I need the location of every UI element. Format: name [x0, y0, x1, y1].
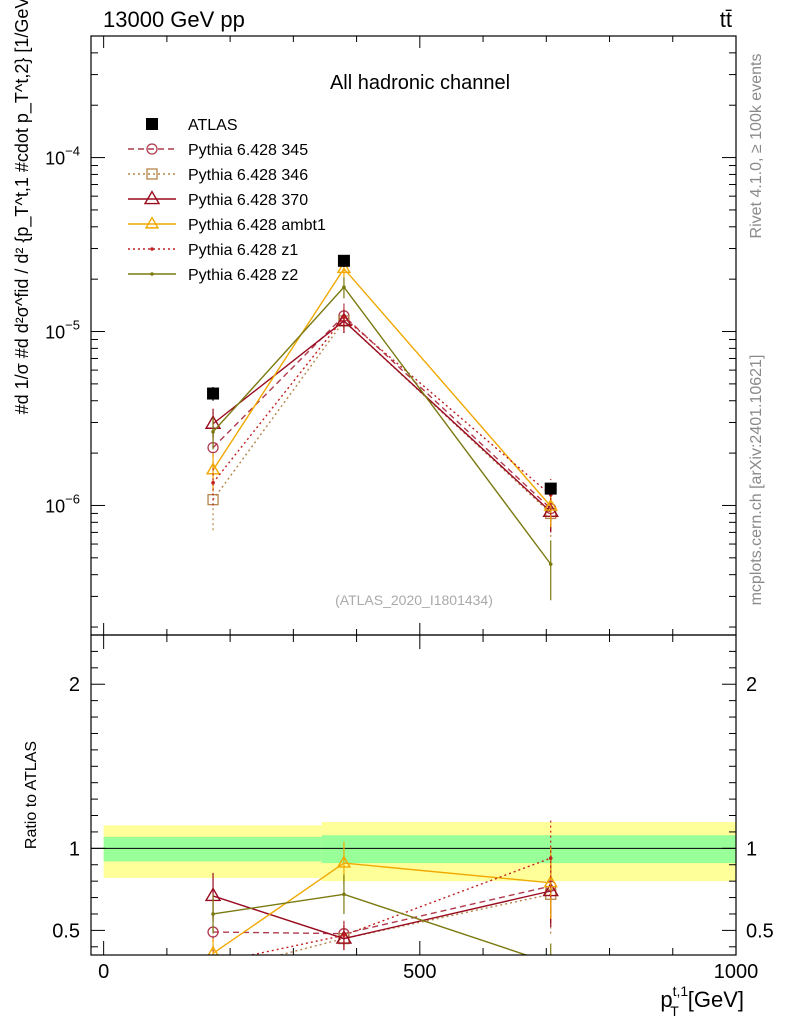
main-series-atlas: [207, 254, 557, 495]
ratio-point-pythia-6-428-ambt1: [336, 855, 352, 868]
legend-marker: [143, 190, 161, 205]
main-point-atlas: [207, 387, 220, 400]
main-point-atlas: [544, 482, 557, 495]
ratio-band-inner: [103, 836, 322, 862]
ratio-point-pythia-6-428-z2: [549, 961, 553, 965]
main-y-tick-label: 10−4: [45, 144, 80, 169]
x-axis-label: pt,1 T [GeV]: [660, 983, 744, 1019]
ratio-point-pythia-6-428-z1: [342, 933, 346, 938]
ratio-line-pythia-6-428-z1: [248, 857, 551, 955]
main-panel: 10−6 10−5 10−4 All hadronic channel (ATLAS…: [12, 0, 737, 636]
ratio-frame: [90, 634, 737, 956]
legend-entry-pythia-6-428-370: Pythia 6.428 370: [128, 190, 308, 209]
ratio-data-layer: [91, 818, 736, 977]
ratio-point-pythia-6-428-346: [208, 967, 218, 977]
main-point-pythia-6-428-ambt1: [336, 260, 352, 274]
ratio-y-tick-label: 1: [69, 838, 80, 860]
legend-label: ATLAS: [188, 117, 238, 134]
legend-entry-pythia-6-428-ambt1: Pythia 6.428 ambt1: [128, 216, 326, 234]
legend-label: Pythia 6.428 z2: [188, 267, 298, 284]
main-point-pythia-6-428-z2: [548, 562, 553, 566]
ratio-x-tick-label: 500: [403, 961, 436, 983]
legend-entry-pythia-6-428-346: Pythia 6.428 346: [128, 167, 308, 184]
main-point-pythia-6-428-z2: [342, 285, 346, 289]
ratio-y-tick-label: 2: [69, 674, 80, 696]
legend-entry-pythia-6-428-z2: Pythia 6.428 z2: [128, 267, 298, 284]
legend-entry-atlas: ATLAS: [146, 117, 238, 134]
ratio-axes: 0.5 0.5 1 1 2 2 0 500 1000: [52, 635, 774, 983]
legend-marker: [146, 118, 158, 130]
analysis-label: (ATLAS_2020_I1801434): [335, 592, 493, 608]
ratio-point-pythia-6-428-z1: [548, 856, 553, 860]
main-series-pythia-6-428-370: [204, 309, 559, 533]
ratio-y-tick-label: 0.5: [52, 920, 80, 942]
ratio-band-inner: [321, 835, 736, 864]
legend-entry-pythia-6-428-345: Pythia 6.428 345: [128, 142, 308, 159]
ratio-line-pythia-6-428-345: [213, 885, 551, 935]
legend: ATLAS Pythia 6.428 345 Pythia 6.428 346 Pyt…: [128, 117, 326, 284]
legend-marker: [144, 216, 160, 229]
legend-marker: [146, 143, 158, 155]
ratio-y-tick-label-right: 1: [746, 838, 757, 860]
ratio-x-tick-label: 0: [98, 961, 109, 983]
legend-label: Pythia 6.428 ambt1: [188, 217, 326, 234]
main-line-pythia-6-428-z2: [212, 286, 552, 565]
ratio-series-pythia-6-428-z2: [211, 874, 553, 965]
main-line-pythia-6-428-z1: [212, 316, 552, 496]
ratio-point-pythia-6-428-z2: [342, 892, 346, 897]
main-axes: 10−6 10−5 10−4: [45, 35, 737, 635]
mcplots-label: mcplots.cern.ch [arXiv:2401.10621]: [748, 355, 765, 606]
legend-label: Pythia 6.428 345: [188, 142, 308, 159]
legend-marker: [146, 168, 158, 180]
main-point-pythia-6-428-z2: [211, 430, 215, 434]
ratio-x-tick-label: 1000: [714, 961, 759, 983]
ratio-point-pythia-6-428-z1: [211, 961, 215, 965]
main-point-pythia-6-428-z1: [211, 480, 215, 485]
ratio-panel: 0.5 0.5 1 1 2 2 0 500 1000 Ratio to ATLAS pt,1 T[…: [23, 634, 774, 1019]
energy-label: 13000 GeV pp: [103, 7, 245, 32]
main-y-label: #d 1/σ #d d²σ^fid / d² {p_T^t,1 #cdot p_…: [12, 0, 33, 414]
main-series-pythia-6-428-ambt1: [205, 260, 558, 528]
legend-marker: [150, 247, 154, 251]
legend-label: Pythia 6.428 346: [188, 167, 308, 184]
chart-title: All hadronic channel: [330, 72, 510, 94]
legend-label: Pythia 6.428 z1: [188, 242, 298, 259]
main-point-atlas: [337, 254, 350, 267]
ratio-point-pythia-6-428-z2: [211, 912, 215, 916]
main-data-layer: [204, 254, 559, 601]
ratio-y-tick-label-right: 2: [746, 674, 757, 696]
main-line-pythia-6-428-345: [212, 314, 552, 510]
rivet-label: Rivet 4.1.0, ≥ 100k events: [748, 54, 765, 239]
ratio-y-label: Ratio to ATLAS: [23, 741, 40, 849]
legend-entry-pythia-6-428-z1: Pythia 6.428 z1: [128, 242, 298, 259]
main-line-pythia-6-428-ambt1: [212, 267, 552, 507]
main-point-pythia-6-428-z1: [342, 315, 346, 320]
ratio-y-tick-label-right: 0.5: [746, 920, 774, 942]
legend-label: Pythia 6.428 370: [188, 192, 308, 209]
main-point-pythia-6-428-370: [335, 312, 353, 327]
ratio-point-pythia-6-428-ambt1: [207, 945, 219, 955]
main-y-tick-label: 10−5: [45, 318, 80, 343]
legend-marker: [150, 272, 154, 276]
process-label: tt̄: [720, 7, 732, 32]
main-series-pythia-6-428-z2: [211, 277, 553, 601]
main-y-tick-label: 10−6: [45, 491, 80, 516]
